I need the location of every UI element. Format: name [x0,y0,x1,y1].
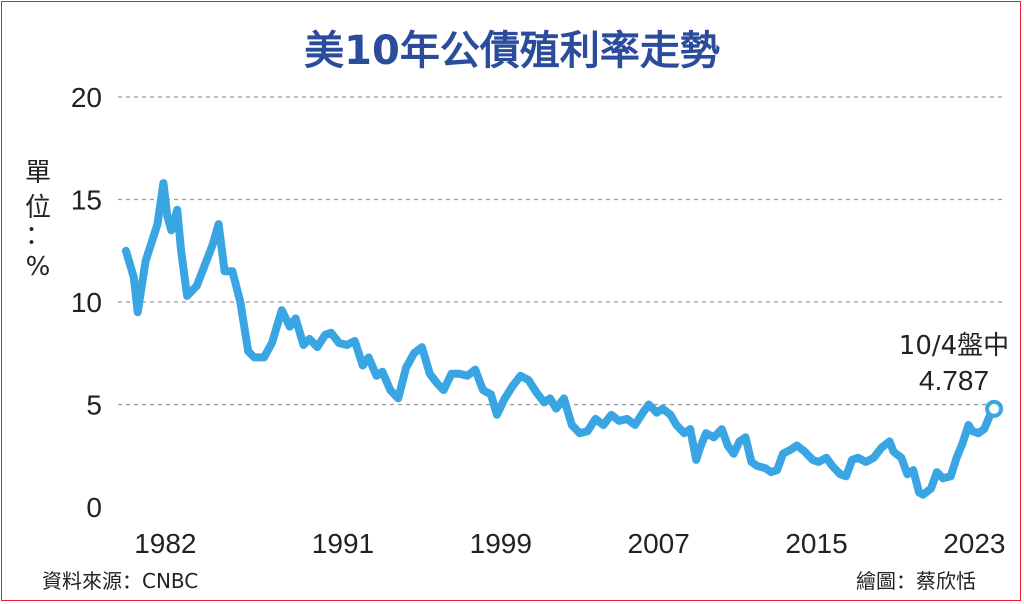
source-note: 資料來源：CNBC [42,569,198,593]
y-tick-20: 20 [71,82,102,113]
y-tick-5: 5 [86,390,102,421]
y-tick-labels: 0 5 10 15 20 [71,82,102,523]
x-tick-labels: 1982 1991 1999 2007 2015 2023 [134,528,1005,559]
x-tick-1991: 1991 [312,528,374,559]
x-tick-2015: 2015 [785,528,847,559]
yield-line [121,179,999,499]
x-tick-1982: 1982 [134,528,196,559]
x-tick-2023: 2023 [943,528,1005,559]
x-tick-1999: 1999 [470,528,532,559]
y-axis-label-ch4: % [26,252,51,282]
annotation-value: 4.787 [919,365,989,396]
y-tick-10: 10 [71,287,102,318]
x-tick-2007: 2007 [628,528,690,559]
y-axis-label-ch3: ： [25,221,51,251]
y-axis-label-ch2: 位 [25,193,51,223]
chart-title: 美10年公債殖利率走勢 [304,28,720,74]
y-tick-0: 0 [86,492,102,523]
y-tick-15: 15 [71,185,102,216]
annotation-label: 10/4盤中 [899,331,1009,361]
credit-note: 繪圖：蔡欣恬 [856,569,976,593]
y-axis-label: 單 位 ： % [25,158,51,282]
y-axis-label-ch1: 單 [25,158,51,188]
latest-value-marker [985,399,1004,418]
